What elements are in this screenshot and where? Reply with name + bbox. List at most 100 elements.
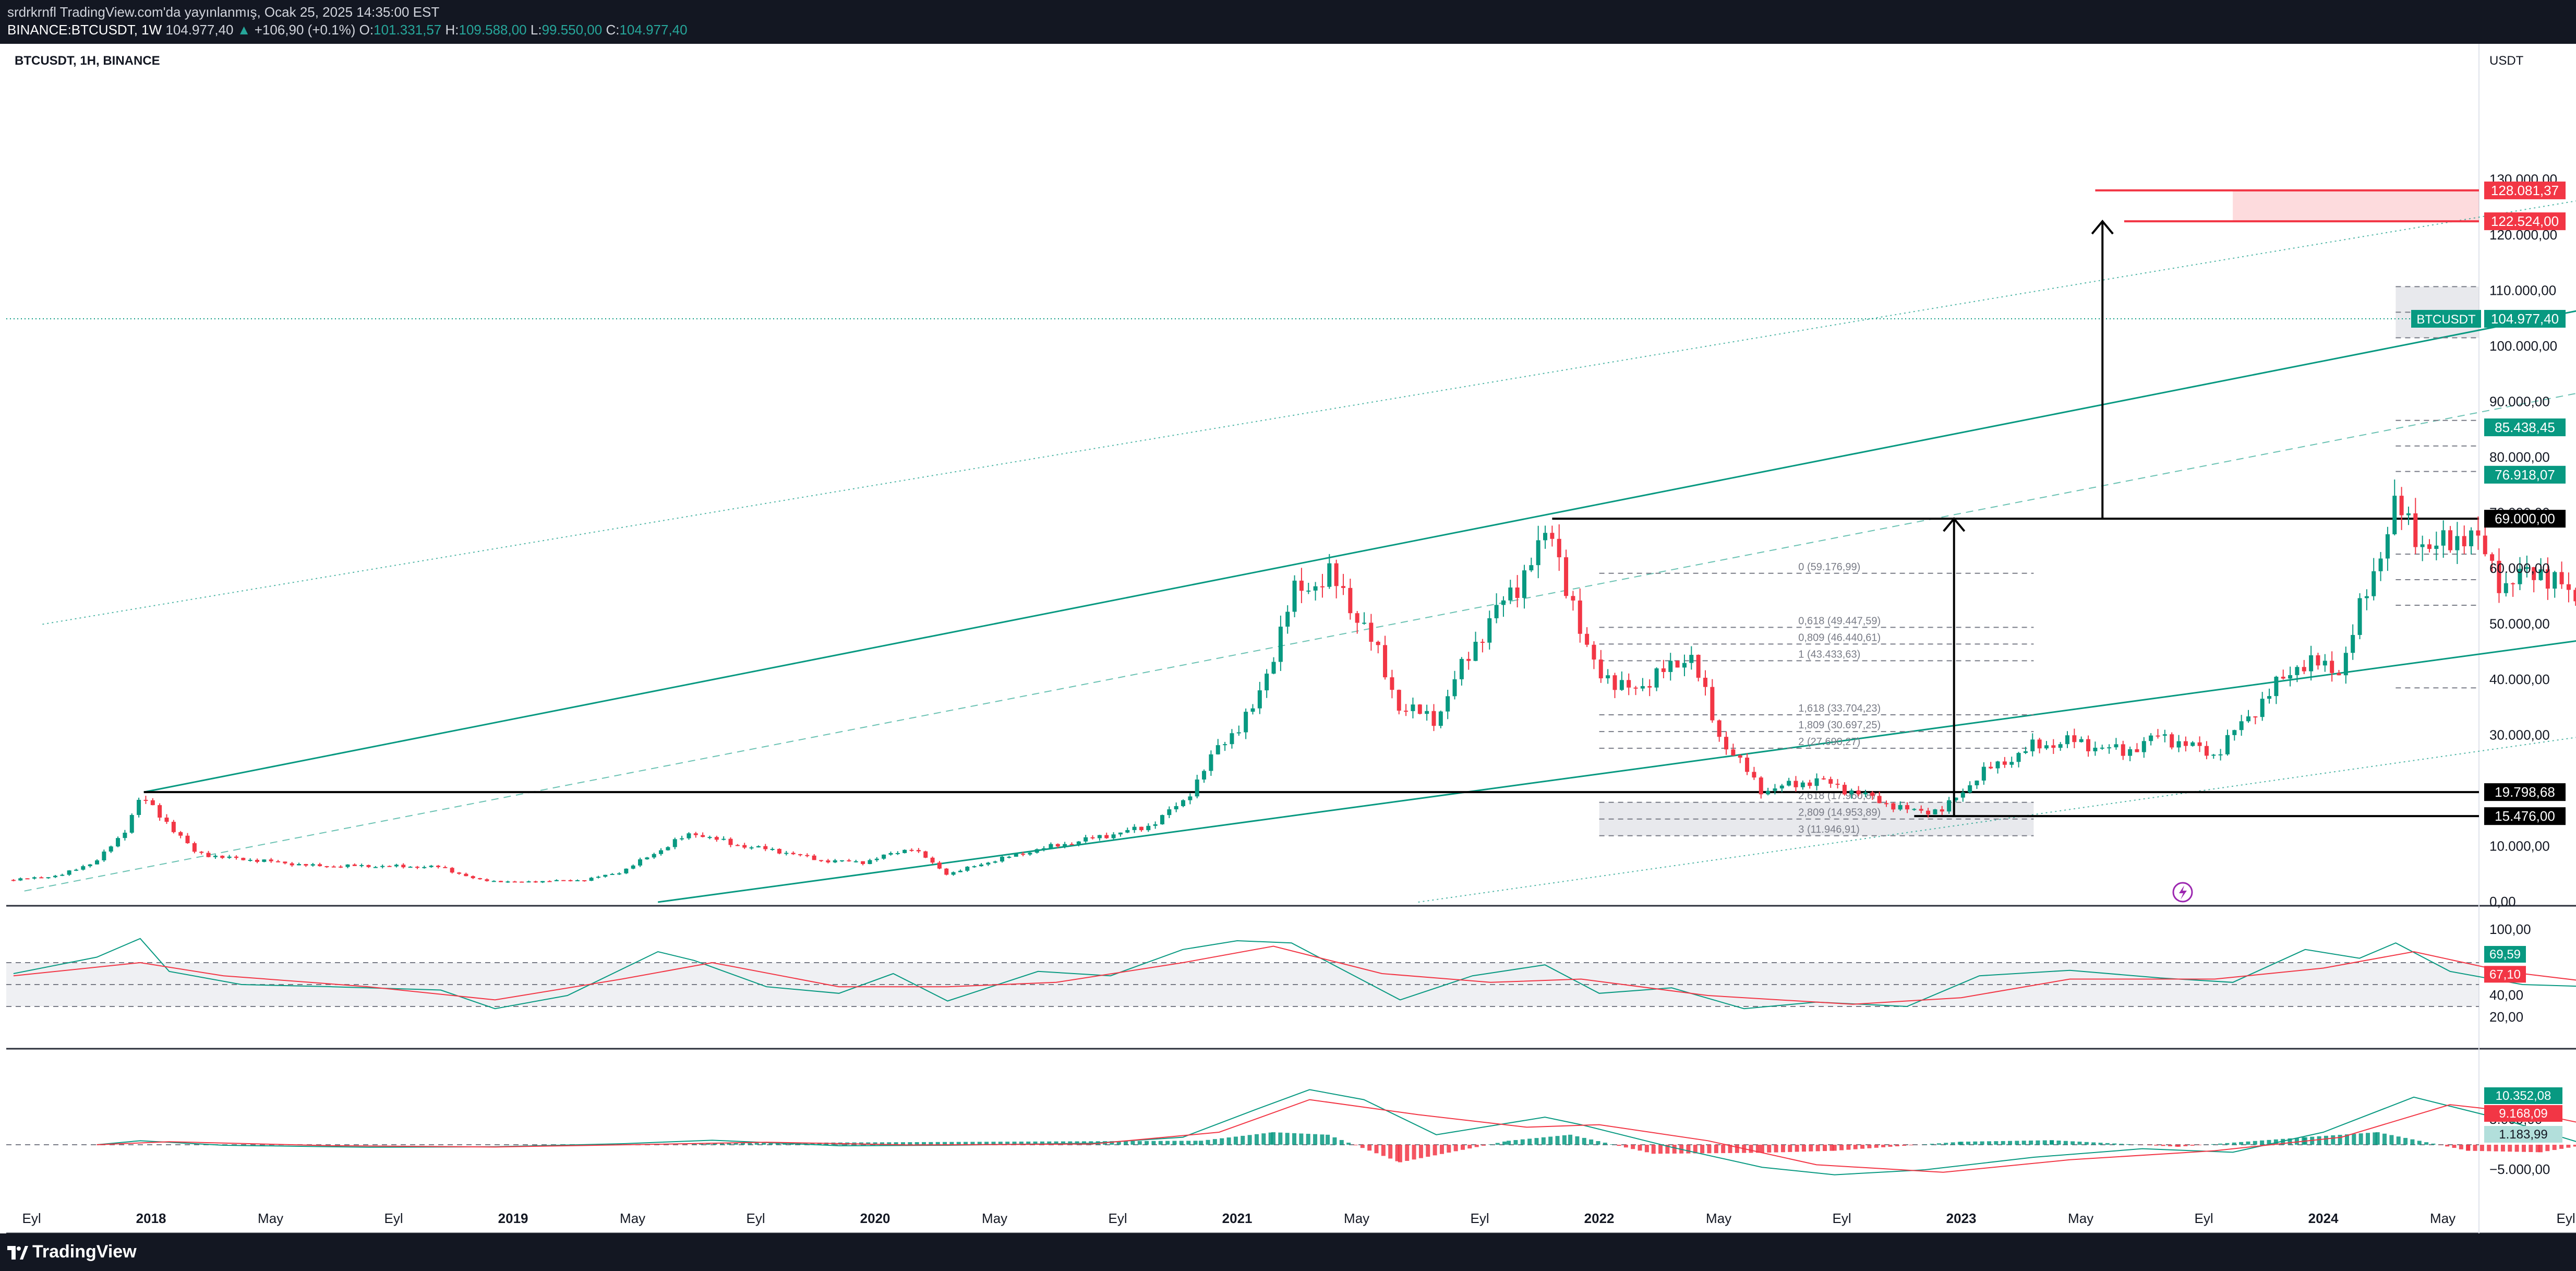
macd-hist-bar — [1124, 1141, 1128, 1145]
rsi-tick: 40,00 — [2489, 987, 2523, 1003]
macd-hist-bar — [1693, 1145, 1698, 1154]
macd-hist-bar — [1313, 1134, 1318, 1145]
macd-hist-value: 1.183,99 — [2499, 1128, 2547, 1142]
candle-body — [1355, 613, 1359, 623]
time-tick: Eyl — [1471, 1210, 1489, 1226]
candle-body — [1606, 675, 1610, 679]
macd-hist-bar — [1398, 1145, 1402, 1162]
candle-body — [1536, 540, 1540, 566]
candle-body — [1049, 844, 1053, 848]
candle-body — [471, 876, 475, 879]
candle-body — [1647, 686, 1652, 688]
macd-hist-bar — [1603, 1143, 1607, 1145]
candle-body — [1425, 711, 1429, 714]
tradingview-brand[interactable]: TradingView — [7, 1242, 137, 1262]
candle-body — [1111, 834, 1116, 838]
candle-body — [916, 850, 921, 852]
candle-body — [798, 854, 802, 856]
macd-hist-bar — [1367, 1145, 1372, 1151]
candle-body — [2274, 677, 2279, 697]
candle-body — [2309, 655, 2314, 672]
candle-body — [2518, 569, 2522, 584]
candle-body — [248, 860, 252, 861]
macd-hist-bar — [1054, 1141, 1058, 1145]
macd-hist-bar — [2410, 1139, 2415, 1145]
candle-body — [1905, 805, 1910, 810]
candle-body — [1849, 790, 1854, 795]
macd-hist-bar — [1061, 1141, 1065, 1145]
change-triangle-icon: ▲ — [237, 22, 251, 38]
candle-body — [840, 860, 845, 861]
candle-body — [1494, 605, 1499, 618]
candle-body — [1640, 686, 1645, 689]
time-tick: 2022 — [1584, 1210, 1615, 1226]
macd-hist-bar — [1306, 1134, 1310, 1145]
symbol-label[interactable]: BINANCE:BTCUSDT, 1W — [7, 22, 162, 38]
macd-hist-bar — [943, 1142, 947, 1145]
macd-hist-bar — [1867, 1145, 1872, 1148]
candle-body — [624, 868, 629, 873]
candle-body — [2072, 735, 2077, 742]
candle-body — [401, 865, 406, 868]
candle-body — [2218, 754, 2223, 756]
macd-hist-bar — [1527, 1138, 1532, 1145]
candle-body — [1710, 687, 1715, 721]
candle-body — [1571, 596, 1575, 601]
macd-hist-bar — [2431, 1143, 2436, 1145]
macd-hist-bar — [1902, 1145, 1907, 1146]
candle-body — [415, 867, 419, 868]
candle-body — [909, 849, 914, 851]
candle-body — [1787, 781, 1791, 786]
macd-hist-bar — [1186, 1141, 1191, 1145]
candle-body — [2295, 667, 2300, 675]
candle-body — [749, 847, 754, 849]
price-tick: 30.000,00 — [2489, 727, 2550, 743]
candle-body — [1508, 587, 1513, 601]
high-label: H: — [445, 22, 459, 38]
candle-body — [2524, 567, 2529, 569]
candle-body — [220, 856, 225, 858]
macd-hist-bar — [1568, 1134, 1573, 1145]
fib-label: 2,809 (14.953,89) — [1798, 807, 1881, 819]
candle-body — [1021, 854, 1026, 855]
candle-body — [589, 878, 594, 881]
candle-body — [2176, 741, 2181, 748]
macd-hist-bar — [2288, 1138, 2292, 1145]
macd-hist-bar — [2112, 1143, 2117, 1145]
macd-hist-bar — [1839, 1145, 1844, 1150]
candle-body — [512, 881, 517, 883]
macd-hist-bar — [1617, 1145, 1621, 1146]
candle-body — [81, 866, 86, 870]
macd-hist-bar — [1631, 1145, 1635, 1149]
macd-hist-bar — [1973, 1141, 1978, 1145]
candle-body — [2337, 673, 2341, 676]
candle-body — [1543, 533, 1548, 541]
candle-body — [1473, 641, 1478, 661]
macd-hist-bar — [1381, 1145, 1386, 1156]
macd-hist-bar — [727, 1143, 731, 1145]
candle-body — [707, 837, 712, 838]
price-label-box — [2484, 212, 2566, 231]
chart-area[interactable]: BTCUSDT, 1H, BINANCE USDT 1W FVG1W FVG 0… — [6, 44, 2576, 1234]
candle-body — [373, 867, 378, 868]
candle-body — [2016, 753, 2021, 762]
candle-body — [652, 854, 656, 858]
candle-body — [1515, 587, 1520, 598]
candle-body — [1808, 782, 1812, 786]
candle-body — [1223, 744, 1227, 746]
candle-body — [2190, 742, 2195, 746]
candle-body — [2364, 596, 2369, 598]
macd-hist-bar — [2042, 1140, 2047, 1145]
macd-hist-bar — [1502, 1141, 1507, 1145]
candle-body — [1362, 622, 1367, 624]
macd-hist-bar — [1346, 1143, 1351, 1145]
candle-body — [693, 833, 698, 835]
candle-body — [491, 881, 496, 882]
macd-value-box — [2484, 1087, 2562, 1104]
macd-hist-bar — [1888, 1145, 1893, 1147]
candle-body — [1752, 772, 1756, 778]
chart-canvas[interactable]: BTCUSDT, 1H, BINANCE USDT 1W FVG1W FVG 0… — [6, 44, 2576, 1234]
lightning-icon[interactable] — [2172, 882, 2193, 903]
candle-body — [721, 838, 726, 840]
macd-hist-bar — [1145, 1141, 1149, 1145]
